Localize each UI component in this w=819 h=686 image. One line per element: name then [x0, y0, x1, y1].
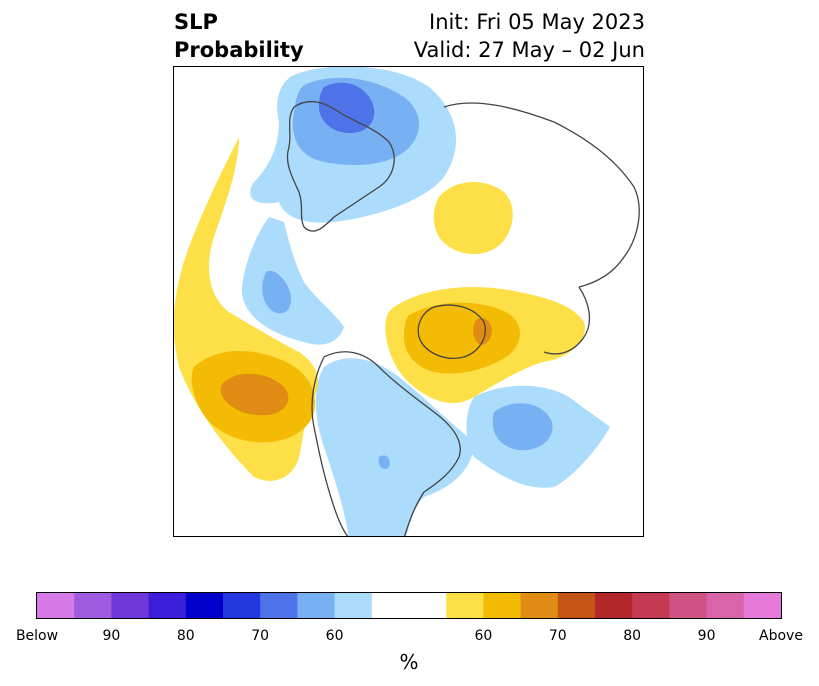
colorbar-swatch [483, 593, 522, 618]
map-panel [173, 66, 644, 537]
colorbar-tick-label: 80 [623, 628, 642, 644]
blue-region-atlantic-band [241, 217, 344, 345]
dark-orange-region-arctic [473, 317, 492, 345]
coast-europe [286, 100, 395, 232]
colorbar-border [36, 592, 782, 619]
blue-region-na-mid [378, 455, 390, 469]
colorbar-swatches [36, 592, 782, 619]
init-date: Init: Fri 05 May 2023 [429, 10, 645, 34]
coast-greenland [417, 304, 486, 359]
colorbar-swatch [148, 593, 187, 618]
colorbar-swatch [632, 593, 670, 618]
title-left: SLP Probability [174, 8, 304, 64]
colorbar-swatch [334, 593, 373, 618]
yellow-region-siberia [433, 181, 513, 255]
colorbar-tick-label: 60 [325, 628, 344, 644]
colorbar-swatch [446, 593, 484, 618]
coast-asia [443, 102, 640, 288]
blue-region-atlantic-mid [262, 270, 292, 314]
colorbar-swatch [297, 593, 336, 618]
colorbar-unit: % [399, 650, 419, 674]
blue-region-europe-dark [319, 82, 375, 134]
coast-na-west [311, 356, 349, 536]
colorbar-swatch [260, 593, 298, 618]
colorbar-swatch [37, 593, 75, 618]
colorbar [36, 592, 782, 619]
colorbar-tick-label: 90 [102, 628, 121, 644]
coast-kamchatka [543, 286, 591, 355]
title-right: Init: Fri 05 May 2023 Valid: 27 May – 02… [414, 8, 645, 64]
colorbar-swatch [185, 593, 224, 618]
colorbar-tick-label: 80 [176, 628, 195, 644]
colorbar-swatch [669, 593, 708, 618]
title-product: Probability [174, 38, 304, 62]
valid-range: Valid: 27 May – 02 Jun [413, 38, 645, 62]
coastlines [286, 100, 640, 536]
blue-region-pacific-mid [492, 403, 553, 451]
title-variable: SLP [174, 10, 218, 34]
colorbar-swatch [409, 593, 447, 618]
colorbar-swatch [520, 593, 559, 618]
colorbar-tick-label: 90 [697, 628, 716, 644]
colorbar-swatch [595, 593, 633, 618]
colorbar-swatch [743, 593, 782, 618]
orange-region-arctic [404, 302, 520, 374]
colorbar-swatch [557, 593, 596, 618]
colorbar-tick-label: 60 [474, 628, 493, 644]
colorbar-tick-label: Above [759, 628, 803, 644]
coast-north-america [323, 351, 461, 536]
dark-orange-region-west [220, 373, 289, 416]
colorbar-swatch [706, 593, 745, 618]
colorbar-swatch [111, 593, 150, 618]
colorbar-tick-label: 70 [548, 628, 567, 644]
colorbar-tick-label: Below [15, 628, 59, 644]
probability-map [174, 67, 640, 536]
colorbar-swatch [223, 593, 261, 618]
colorbar-swatch [371, 593, 410, 618]
colorbar-tick-label: 70 [251, 628, 270, 644]
blue-region-north-america [315, 358, 474, 536]
colorbar-swatch [74, 593, 112, 618]
